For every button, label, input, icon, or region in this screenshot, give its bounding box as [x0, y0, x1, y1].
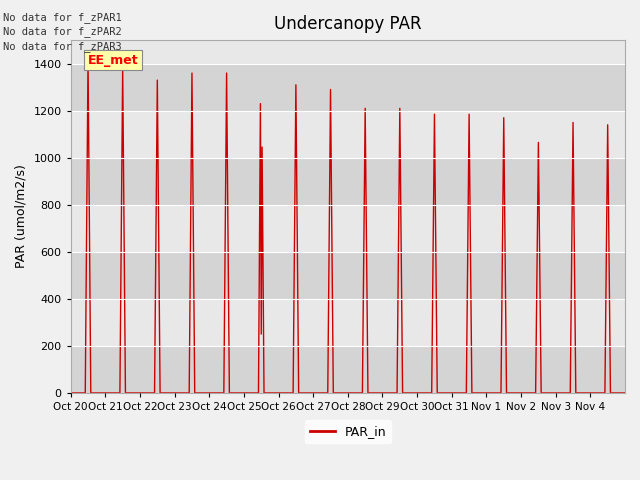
Text: EE_met: EE_met: [88, 54, 139, 67]
Y-axis label: PAR (umol/m2/s): PAR (umol/m2/s): [15, 165, 28, 268]
Bar: [70, 158, 625, 205]
Bar: [70, 111, 625, 158]
Title: Undercanopy PAR: Undercanopy PAR: [274, 15, 422, 33]
Text: No data for f_zPAR3: No data for f_zPAR3: [3, 41, 122, 52]
Text: No data for f_zPAR2: No data for f_zPAR2: [3, 26, 122, 37]
Bar: [70, 64, 625, 111]
Text: No data for f_zPAR1: No data for f_zPAR1: [3, 12, 122, 23]
Bar: [70, 346, 625, 393]
Bar: [70, 299, 625, 346]
Bar: [70, 252, 625, 299]
Bar: [70, 205, 625, 252]
Legend: PAR_in: PAR_in: [305, 420, 391, 443]
